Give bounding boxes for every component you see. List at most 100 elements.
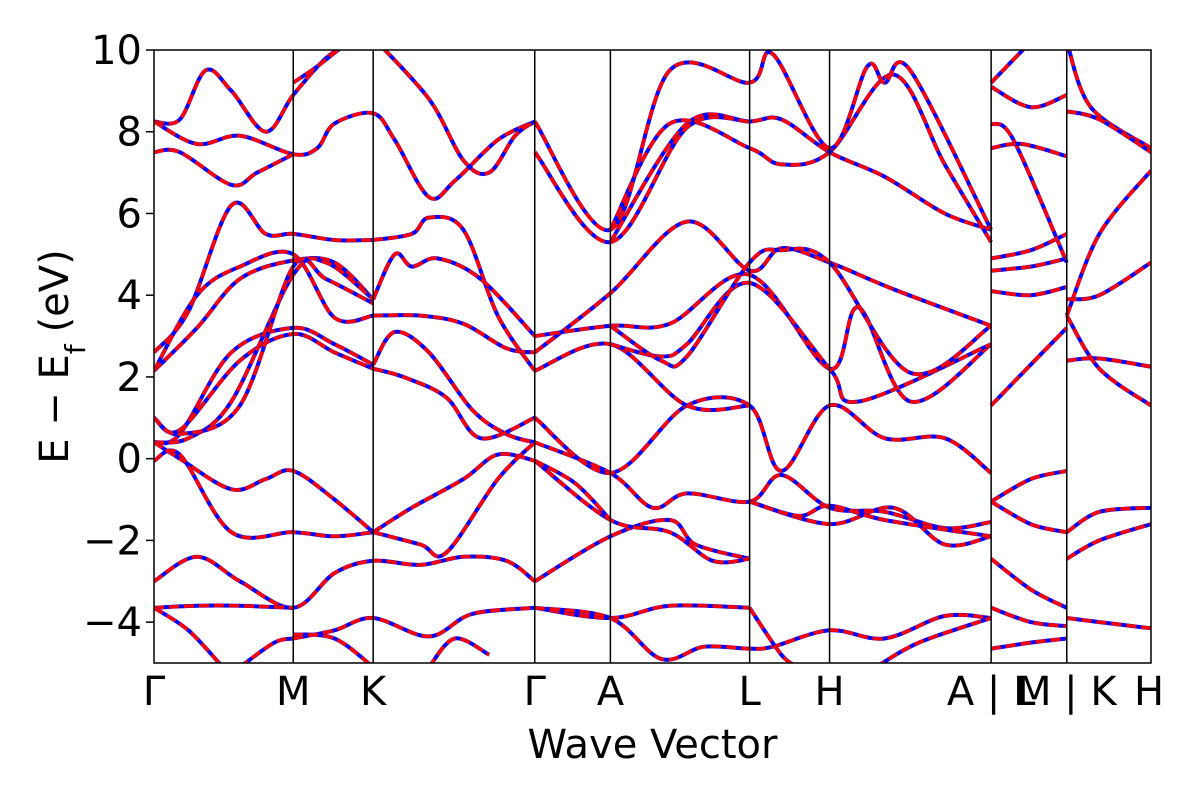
band-line-dashed [533, 219, 992, 354]
band-line-solid [990, 85, 1068, 110]
band-line-dashed [429, 636, 491, 663]
x-ticks: Γ M K Γ A L H A | LM | K H [143, 669, 1164, 715]
y-tick-label: 10 [91, 28, 142, 74]
band-line-dashed [990, 500, 1068, 534]
band-line-solid [609, 280, 992, 405]
band-line-dashed [292, 50, 341, 85]
band-line-dashed [608, 112, 992, 244]
band-line-solid [154, 200, 374, 354]
band-line-solid [990, 605, 1068, 629]
y-ticks: −4 −2 0 2 4 6 8 10 [83, 28, 154, 646]
y-tick-label: 2 [117, 355, 142, 401]
band-line-solid [154, 110, 536, 201]
band-line-dashed [533, 459, 750, 565]
x-tick-label: L [738, 669, 761, 715]
band-line-dashed [154, 110, 536, 201]
band-line-solid [749, 499, 992, 548]
band-line-dashed [154, 326, 375, 446]
y-tick-label: 8 [117, 110, 142, 156]
x-tick-label: H [1134, 669, 1164, 715]
band-line-solid [533, 395, 993, 475]
band-line-dashed [533, 459, 612, 522]
k-point-lines [292, 50, 1068, 663]
band-line-dashed [1066, 356, 1151, 369]
band-line-dashed [293, 632, 371, 663]
band-line-dashed [1066, 616, 1151, 631]
band-line-dashed [154, 148, 295, 188]
band-line-dashed [990, 285, 1068, 298]
band-line-dashed [879, 616, 992, 663]
band-line-dashed [372, 441, 537, 559]
band-line-solid [154, 606, 222, 663]
band-line-dashed [1067, 50, 1151, 150]
band-line-dashed [154, 257, 375, 436]
x-tick-label: K [360, 669, 388, 715]
y-tick-label: 0 [117, 437, 142, 483]
band-line-solid [371, 251, 537, 338]
band-line-dashed [990, 469, 1068, 504]
x-tick-label: M | K [1017, 669, 1118, 715]
band-lines [154, 50, 1151, 663]
band-line-dashed [609, 281, 992, 404]
band-line-dashed [990, 232, 1068, 261]
y-tick-label: −4 [83, 600, 142, 646]
band-line-dashed [154, 440, 375, 534]
y-axis-label-subscript: f [59, 343, 92, 354]
band-line-solid [382, 50, 536, 177]
x-tick-label: H [815, 669, 845, 715]
band-line-dashed [154, 448, 374, 540]
band-line-solid [292, 632, 372, 663]
band-line-dashed [292, 606, 535, 641]
band-line-dashed [749, 499, 992, 539]
x-tick-label: Γ [524, 669, 547, 715]
band-line-dashed [533, 115, 750, 244]
band-line-dashed [1065, 314, 1151, 407]
band-line-dashed [990, 85, 1068, 109]
band-line-dashed [154, 50, 341, 134]
band-line-dashed [373, 313, 536, 355]
band-line-dashed [154, 249, 374, 372]
band-line-solid [1066, 109, 1151, 154]
band-line-solid [533, 50, 993, 232]
x-tick-label: A [597, 669, 625, 715]
y-axis-label: E − Ef (eV) [32, 249, 92, 464]
band-line-dashed [372, 367, 536, 441]
band-line-dashed [382, 50, 536, 176]
band-line-dashed [749, 499, 992, 548]
x-tick-label: A | L [947, 669, 1036, 715]
band-line-dashed [154, 603, 294, 610]
x-axis-label: Wave Vector [528, 722, 779, 768]
band-line-solid [1064, 169, 1151, 317]
band-line-dashed [371, 251, 537, 338]
x-tick-label: M [276, 669, 311, 715]
band-line-solid [989, 557, 1068, 610]
y-axis-label-main: E − E [32, 354, 78, 464]
y-tick-label: 4 [117, 273, 142, 319]
band-line-solid [609, 246, 993, 377]
band-line-solid [154, 554, 537, 610]
band-line-solid [242, 636, 294, 663]
band-line-dashed [534, 603, 750, 620]
band-line-solid [534, 272, 993, 404]
y-axis-label-unit: (eV) [32, 249, 78, 332]
band-line-solid [1066, 356, 1151, 369]
band-line-dashed [990, 557, 1068, 610]
band-line-solid [990, 468, 1068, 504]
y-tick-label: −2 [83, 518, 142, 564]
band-line-solid [1066, 616, 1151, 631]
band-line-solid [372, 366, 536, 441]
band-line-solid [1067, 50, 1151, 150]
band-line-dashed [990, 141, 1068, 158]
band-line-dashed [534, 341, 750, 412]
band-line-dashed [534, 272, 993, 404]
x-tick-label: Γ [143, 669, 166, 715]
band-line-dashed [989, 326, 1069, 407]
band-line-dashed [990, 636, 1068, 651]
band-line-solid [747, 606, 795, 663]
band-line-solid [154, 448, 374, 540]
band-line-solid [990, 499, 1068, 535]
plot-frame [153, 49, 1152, 664]
band-line-dashed [154, 256, 375, 373]
band-line-dashed [990, 606, 1068, 628]
